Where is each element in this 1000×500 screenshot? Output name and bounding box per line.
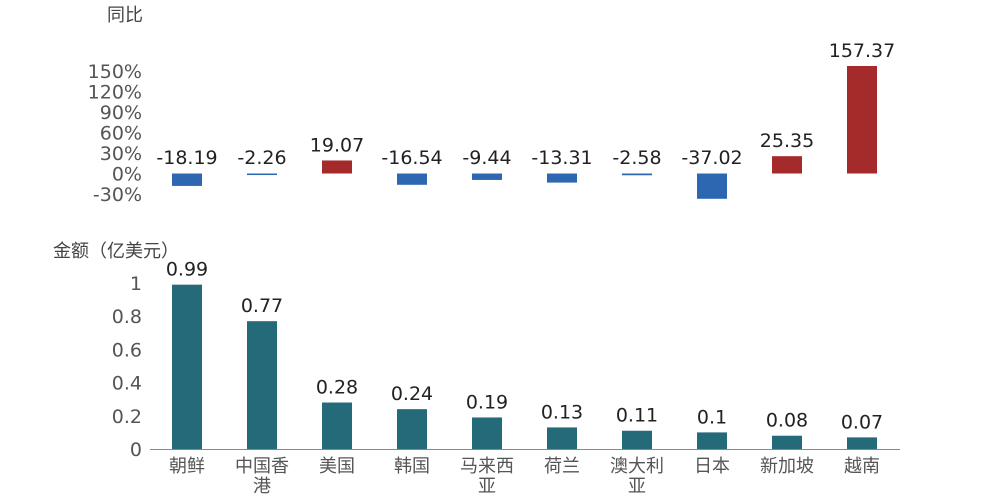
bottom-y-axis-title: 金额（亿美元）: [53, 241, 179, 262]
top-y-tick-label: -30%: [93, 184, 142, 206]
bottom-data-label: 0.99: [166, 259, 208, 281]
bottom-data-labels: 0.99 0.77 0.28 0.24 0.19 0.13 0.11 0.1 0.08 0.07: [166, 259, 883, 434]
bottom-bar: [547, 427, 577, 449]
x-category-label: 马来西亚: [460, 456, 514, 497]
bottom-bar: [172, 284, 202, 449]
top-y-tick-label: 30%: [100, 143, 142, 165]
x-category-label: 美国: [319, 456, 355, 477]
bottom-data-label: 0.77: [241, 295, 283, 317]
x-category-label: 新加坡: [760, 456, 814, 477]
top-y-tick-label: 120%: [88, 82, 142, 104]
bottom-data-label: 0.19: [466, 391, 508, 413]
top-bar: [547, 173, 577, 183]
top-data-label: -9.44: [462, 147, 511, 169]
top-data-label: -16.54: [381, 147, 442, 169]
bottom-data-label: 0.24: [391, 383, 433, 405]
bottom-data-label: 0.11: [616, 405, 658, 427]
bottom-y-tick-label: 0.2: [112, 406, 142, 428]
top-bar: [622, 173, 652, 176]
top-bar-series: [172, 66, 877, 199]
top-data-label: -18.19: [156, 147, 217, 169]
bottom-bar: [847, 437, 877, 449]
top-y-tick-label: 60%: [100, 123, 142, 145]
bottom-bar: [622, 430, 652, 449]
bottom-data-label: 0.13: [541, 401, 583, 423]
bottom-y-tick-label: 0: [130, 439, 142, 461]
top-bar: [472, 173, 502, 180]
bottom-y-tick-label: 1: [130, 273, 142, 295]
bottom-bar: [322, 402, 352, 449]
bottom-data-label: 0.08: [766, 410, 808, 432]
bottom-bar: [472, 417, 502, 449]
top-bar: [772, 156, 802, 174]
x-category-label: 荷兰: [544, 456, 580, 477]
top-y-tick-label: 0%: [112, 164, 142, 186]
x-category-label: 澳大利亚: [610, 456, 664, 497]
bottom-data-label: 0.28: [316, 377, 358, 399]
top-data-label: -37.02: [681, 147, 742, 169]
bottom-bar: [397, 409, 427, 449]
x-axis-categories: 朝鲜 中国香港 美国 韩国 马来西亚 荷兰 澳大利亚 日本 新加坡 越南: [169, 456, 880, 497]
bottom-data-label: 0.07: [841, 411, 883, 433]
bottom-y-tick-label: 0.4: [112, 373, 142, 395]
top-y-tick-label: 90%: [100, 102, 142, 124]
bottom-data-label: 0.1: [697, 406, 727, 428]
bottom-y-axis: 0 0.2 0.4 0.6 0.8 1: [112, 273, 142, 461]
bottom-bar: [247, 321, 277, 449]
bottom-bar-series: [172, 284, 877, 449]
top-data-label: 157.37: [829, 40, 895, 62]
top-data-label: -13.31: [531, 147, 592, 169]
top-data-labels: -18.19 -2.26 19.07 -16.54 -9.44 -13.31 -2.58 -3…: [156, 40, 895, 169]
x-category-label: 韩国: [394, 456, 430, 477]
top-bar: [697, 173, 727, 199]
bottom-bar: [772, 435, 802, 449]
top-data-label: -2.26: [237, 147, 286, 169]
top-bar: [847, 66, 877, 174]
top-bar: [172, 173, 202, 186]
top-y-tick-label: 150%: [88, 61, 142, 83]
top-bar: [322, 160, 352, 174]
top-y-axis-title: 同比: [107, 5, 143, 26]
x-category-label: 越南: [844, 456, 880, 477]
top-data-label: -2.58: [612, 147, 661, 169]
bottom-bar: [697, 432, 727, 449]
top-bar: [247, 173, 277, 176]
x-category-label: 朝鲜: [169, 456, 205, 477]
top-bar: [397, 173, 427, 185]
x-category-label: 中国香港: [235, 456, 289, 497]
top-data-label: 25.35: [760, 130, 814, 152]
bottom-y-tick-label: 0.6: [112, 339, 142, 361]
x-category-label: 日本: [694, 456, 730, 477]
top-data-label: 19.07: [310, 134, 364, 156]
bottom-y-tick-label: 0.8: [112, 306, 142, 328]
top-y-axis: -30%0%30%60%90%120%150%: [88, 61, 142, 206]
